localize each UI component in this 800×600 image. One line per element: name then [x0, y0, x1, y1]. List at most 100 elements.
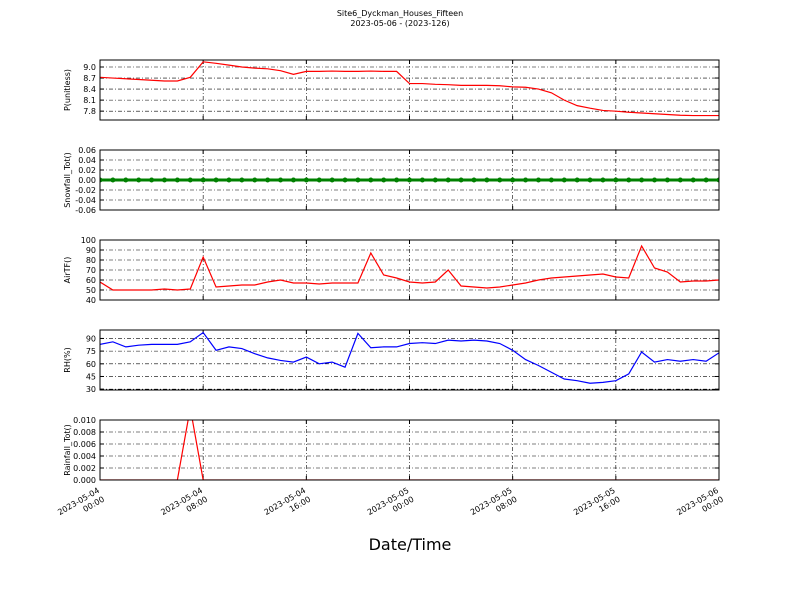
data-point — [535, 177, 541, 183]
data-point — [239, 177, 245, 183]
y-tick-label: 80 — [86, 256, 96, 265]
x-tick-label: 2023-05-0508:00 — [469, 486, 519, 526]
y-tick-label: 0.04 — [78, 156, 96, 165]
data-point — [407, 177, 412, 183]
data-point — [200, 177, 206, 183]
y-tick-label: 8.7 — [83, 74, 96, 83]
data-point — [110, 177, 116, 183]
x-axis-label: Date/Time — [369, 535, 452, 554]
y-tick-label: 70 — [86, 266, 96, 275]
data-point — [664, 177, 670, 183]
data-point — [523, 177, 529, 183]
plot-frame — [99, 59, 720, 121]
y-tick-label: 0.008 — [73, 428, 96, 437]
chart-title: Site6_Dyckman_Houses_Fifteen — [337, 9, 463, 18]
data-point — [290, 177, 296, 183]
plot-frame — [99, 419, 720, 481]
data-point — [213, 177, 219, 183]
data-point — [548, 177, 554, 183]
y-axis-label: RH(%) — [63, 347, 72, 372]
x-tick-label: 2023-05-0408:00 — [159, 486, 209, 526]
y-tick-label: 60 — [86, 360, 96, 369]
data-point — [690, 177, 696, 183]
data-point — [355, 177, 361, 183]
data-point — [303, 177, 309, 183]
data-point — [458, 177, 464, 183]
data-point — [677, 177, 683, 183]
data-point — [432, 177, 438, 183]
plot-area — [100, 61, 719, 117]
x-tick-label: 2023-05-0500:00 — [366, 486, 416, 526]
chart-subtitle: 2023-05-06 - (2023-126) — [350, 19, 449, 28]
data-point — [381, 177, 387, 183]
data-point — [174, 177, 180, 183]
plot-frame — [99, 239, 720, 301]
data-point — [574, 177, 580, 183]
x-tick-label: 2023-05-0416:00 — [263, 486, 313, 526]
data-line — [100, 331, 719, 384]
data-point — [419, 177, 425, 183]
data-point — [342, 177, 348, 183]
data-point — [161, 177, 167, 183]
data-point — [639, 177, 645, 183]
plot-frame — [99, 149, 720, 211]
y-tick-label: 75 — [86, 347, 96, 356]
y-tick-label: 0.006 — [73, 440, 96, 449]
data-point — [497, 177, 503, 183]
y-tick-label: 100 — [81, 236, 96, 245]
data-point — [484, 177, 490, 183]
data-line — [100, 61, 719, 117]
y-tick-label: 8.1 — [83, 96, 96, 105]
data-point — [265, 177, 271, 183]
data-point — [600, 177, 606, 183]
x-tick-label: 2023-05-0516:00 — [572, 486, 622, 526]
y-tick-label: 0.010 — [73, 416, 96, 425]
y-axis-label: Rainfall_Tot() — [63, 424, 72, 476]
data-point — [316, 177, 322, 183]
y-tick-label: 0.00 — [78, 176, 96, 185]
data-point — [149, 177, 155, 183]
data-point — [510, 177, 516, 183]
y-tick-label: 30 — [86, 385, 96, 394]
y-tick-label: -0.04 — [75, 196, 96, 205]
y-tick-label: 0.02 — [78, 166, 96, 175]
data-point — [368, 177, 374, 183]
y-tick-label: 90 — [86, 246, 96, 255]
y-axis-label: P(unitless) — [63, 69, 72, 111]
x-tick-label: 2023-05-0400:00 — [56, 486, 106, 526]
data-point — [252, 177, 258, 183]
y-tick-label: 0.004 — [73, 452, 96, 461]
data-point — [187, 177, 193, 183]
plot-area — [100, 331, 719, 384]
y-tick-label: 50 — [86, 286, 96, 295]
data-point — [329, 177, 335, 183]
data-point — [716, 177, 719, 183]
y-tick-label: -0.02 — [75, 186, 96, 195]
y-tick-label: 9.0 — [83, 63, 96, 72]
y-tick-label: 0.000 — [73, 476, 96, 485]
y-axis-label: Snowfall_Tot() — [63, 152, 72, 208]
y-axis-label: AirTF() — [63, 257, 72, 284]
data-point — [561, 177, 567, 183]
data-point — [613, 177, 619, 183]
y-tick-label: 8.4 — [83, 85, 96, 94]
y-tick-label: 0.002 — [73, 464, 96, 473]
x-tick-label: 2023-05-0600:00 — [675, 486, 725, 526]
data-point — [471, 177, 477, 183]
data-point — [626, 177, 632, 183]
data-point — [100, 177, 103, 183]
data-point — [587, 177, 593, 183]
plot-area — [100, 177, 719, 183]
y-tick-label: -0.06 — [75, 206, 96, 215]
data-point — [445, 177, 451, 183]
plot-frame — [99, 329, 720, 391]
y-tick-label: 60 — [86, 276, 96, 285]
data-point — [123, 177, 129, 183]
plot-area — [100, 244, 719, 291]
data-point — [278, 177, 284, 183]
data-point — [652, 177, 658, 183]
y-tick-label: 90 — [86, 334, 96, 343]
y-tick-label: 0.06 — [78, 146, 96, 155]
data-line — [100, 244, 719, 291]
